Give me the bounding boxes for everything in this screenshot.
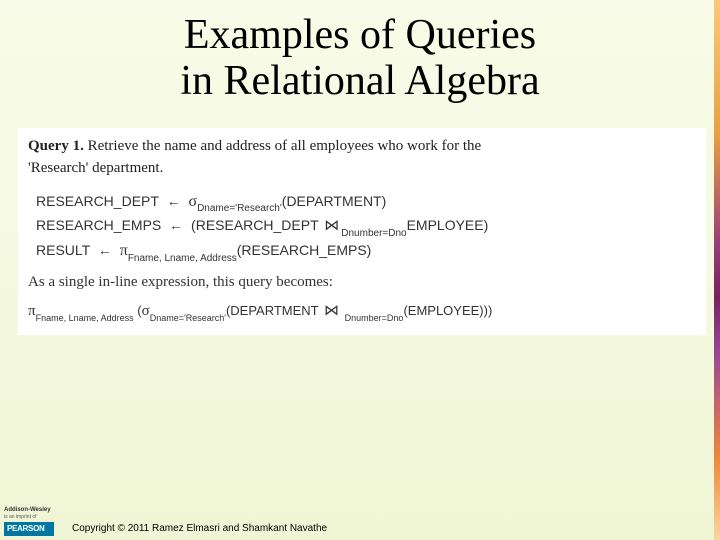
join-op: ⋈ xyxy=(322,218,341,234)
final-open2: (DEPARTMENT xyxy=(226,303,318,318)
ra-final-line: πFname, Lname, Address (σDname='Research… xyxy=(28,301,696,321)
final-sigma: σ xyxy=(142,303,150,319)
intertext: As a single in-line expression, this que… xyxy=(28,274,696,291)
final-sub2: Dname='Research' xyxy=(150,313,226,323)
ra1-arrow: ← xyxy=(163,193,185,209)
final-sub1: Fname, Lname, Address xyxy=(36,313,134,323)
right-stripe xyxy=(714,0,720,540)
footer: Addison-Wesley is an imprint of PEARSON … xyxy=(0,490,720,540)
ra2-joinsub: Dnumber=Dno xyxy=(341,228,406,239)
query-desc-1: Retrieve the name and address of all emp… xyxy=(88,138,482,154)
sigma-op: σ xyxy=(188,193,197,210)
final-joinsub: Dnumber=Dno xyxy=(345,313,404,323)
ra3-arrow: ← xyxy=(94,242,116,258)
copyright-text: Copyright © 2011 Ramez Elmasri and Shamk… xyxy=(72,523,327,534)
query-label: Query 1. xyxy=(28,138,84,154)
query-header: Query 1. Retrieve the name and address o… xyxy=(28,136,696,180)
ra1-sub: Dname='Research' xyxy=(197,203,282,214)
pi-op: π xyxy=(120,242,128,259)
slide-title: Examples of Queries in Relational Algebr… xyxy=(0,0,720,104)
ra-line-2: RESEARCH_EMPS ← (RESEARCH_DEPT ⋈Dnumber=… xyxy=(28,215,696,239)
final-pi: π xyxy=(28,303,36,319)
ra1-arg: (DEPARTMENT) xyxy=(282,193,386,209)
content-box: Query 1. Retrieve the name and address o… xyxy=(18,128,706,335)
ra3-arg: (RESEARCH_EMPS) xyxy=(237,242,372,258)
final-close: (EMPLOYEE))) xyxy=(403,303,492,318)
ra3-lhs: RESULT xyxy=(36,242,90,258)
logo-aw: Addison-Wesley xyxy=(4,507,66,513)
final-join: ⋈ xyxy=(322,303,341,319)
publisher-logo: Addison-Wesley is an imprint of PEARSON xyxy=(4,507,66,536)
logo-imprint: is an imprint of xyxy=(4,514,66,520)
ra3-sub: Fname, Lname, Address xyxy=(128,253,237,264)
ra2-lhs: RESEARCH_EMPS xyxy=(36,217,161,233)
pearson-logo: PEARSON xyxy=(4,522,54,536)
ra2-open: (RESEARCH_DEPT xyxy=(191,217,318,233)
ra-line-1: RESEARCH_DEPT ← σDname='Research'(DEPART… xyxy=(28,190,696,215)
title-line-2: in Relational Algebra xyxy=(180,58,539,104)
ra1-lhs: RESEARCH_DEPT xyxy=(36,193,159,209)
ra2-close: EMPLOYEE) xyxy=(407,217,489,233)
ra2-arrow: ← xyxy=(165,217,187,233)
title-line-1: Examples of Queries xyxy=(184,12,536,58)
query-desc-2: 'Research' department. xyxy=(28,160,163,176)
ra-line-3: RESULT ← πFname, Lname, Address(RESEARCH… xyxy=(28,239,696,264)
